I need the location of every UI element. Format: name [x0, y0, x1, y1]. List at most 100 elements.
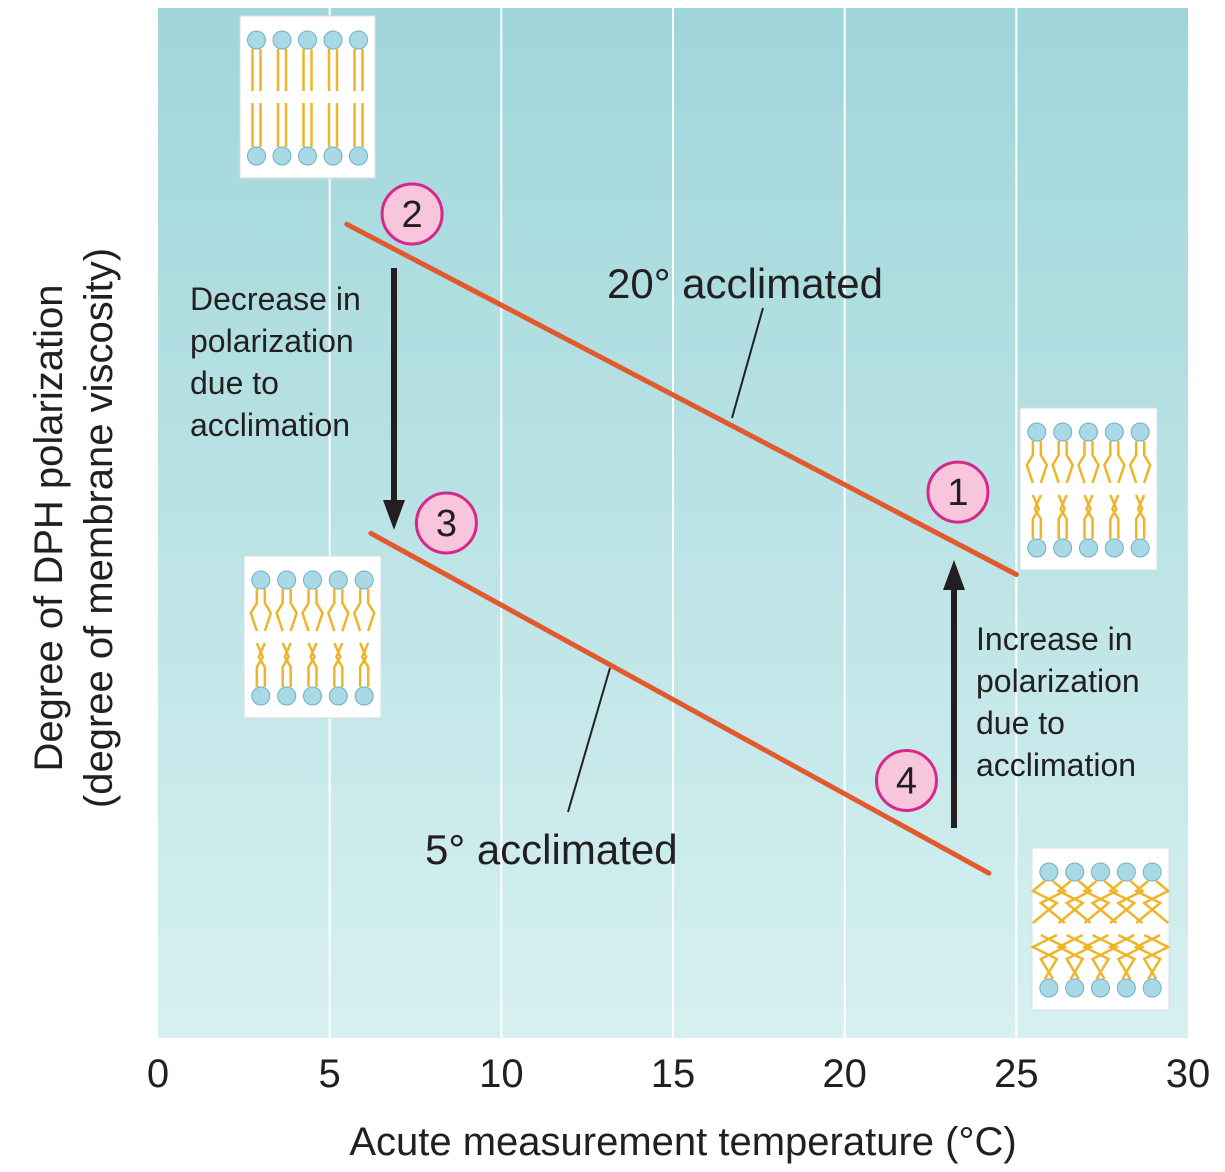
y-axis-title-line-1: Degree of DPH polarization — [27, 285, 71, 772]
x-tick-label-15: 15 — [651, 1052, 696, 1096]
lipid-tail — [301, 589, 310, 632]
partly-fluid-membrane-icon — [243, 555, 382, 719]
decrease-note-line-2: polarization — [190, 323, 354, 359]
lipid-tail — [1055, 933, 1085, 980]
lipid-head — [1039, 862, 1059, 882]
lipid-head — [251, 570, 271, 590]
lipid-tail — [1051, 441, 1060, 484]
lipid-tail — [1133, 880, 1163, 924]
lipid-tail — [1085, 494, 1094, 539]
lipid-head — [1079, 538, 1098, 558]
lipid-tail — [326, 589, 336, 632]
lipid-tail — [1108, 880, 1137, 924]
lipid-tail — [1107, 933, 1137, 980]
series-label-5-acclimated: 5° acclimated — [425, 826, 678, 873]
lipid-head — [251, 686, 271, 706]
lipid-head — [298, 30, 317, 50]
lipid-head — [1104, 538, 1124, 558]
lipid-tail — [1081, 933, 1111, 980]
decrease-note-line-1: Decrease in — [190, 281, 361, 317]
leader-line-5 — [567, 667, 611, 813]
lipid-tail — [1128, 441, 1138, 484]
ordered-membrane-icon — [239, 15, 376, 179]
x-tick-label-5: 5 — [319, 1052, 341, 1096]
lipid-head — [1065, 978, 1085, 998]
lipid-tail — [1133, 933, 1162, 980]
decrease-note: Decrease in polarization due to acclimat… — [190, 281, 361, 443]
increase-note: Increase in polarization due to acclimat… — [976, 621, 1140, 783]
series-label-20-acclimated: 20° acclimated — [607, 260, 883, 307]
lipid-head — [328, 570, 348, 590]
lipid-head — [277, 686, 297, 706]
lipid-tail — [1038, 880, 1068, 924]
lipid-tail — [1056, 880, 1085, 924]
lipid-head — [1130, 422, 1150, 442]
lipid-tail — [283, 642, 292, 687]
increase-note-line-2: polarization — [976, 663, 1140, 699]
lipid-head — [303, 686, 322, 706]
marker-2: 2 — [380, 182, 444, 246]
marker-circle — [874, 749, 938, 812]
decrease-note-line-4: acclimation — [190, 407, 350, 443]
lipid-head — [1142, 978, 1162, 998]
lipid-tail — [1031, 494, 1041, 539]
marker-circle — [414, 491, 478, 555]
fluid-membrane-icon — [1019, 407, 1158, 571]
lipid-tail — [315, 589, 324, 632]
lipid-tail — [1090, 933, 1120, 980]
decrease-arrow — [383, 268, 405, 530]
lipid-head — [247, 146, 266, 166]
lipid-tail — [249, 589, 259, 632]
lipid-tail — [334, 642, 344, 687]
lipid-head — [1053, 538, 1073, 558]
lipid-head — [1116, 978, 1136, 998]
x-tick-label-25: 25 — [994, 1052, 1039, 1096]
lipid-head — [303, 570, 322, 590]
lipid-tail — [341, 589, 350, 632]
lipid-tail — [366, 589, 376, 632]
lipid-head — [1091, 862, 1110, 882]
lipid-tail — [1142, 441, 1152, 484]
lipid-tail — [358, 642, 368, 687]
lipid-tail — [360, 642, 370, 687]
lipid-head — [1142, 862, 1162, 882]
lipid-head — [323, 30, 343, 50]
lipid-tail — [1102, 441, 1112, 484]
lipid-tail — [1110, 494, 1120, 539]
lipid-tail — [1116, 933, 1146, 980]
lipid-tail — [275, 589, 284, 632]
lipid-head — [277, 570, 297, 590]
lipid-tail — [1090, 880, 1119, 924]
lipid-head — [349, 30, 368, 50]
lipid-tail — [1057, 494, 1067, 539]
lipid-tail — [255, 642, 265, 687]
marker-4: 4 — [874, 749, 938, 812]
marker-circle — [380, 182, 444, 246]
lipid-head — [354, 570, 374, 590]
lipid-tail — [1025, 441, 1035, 484]
lipid-tail — [1141, 880, 1171, 924]
lipid-tail — [281, 642, 291, 687]
lipid-head — [1104, 422, 1124, 442]
x-tick-label-10: 10 — [479, 1052, 524, 1096]
marker-1: 1 — [926, 460, 990, 524]
lipid-head — [1116, 862, 1136, 882]
marker-number: 2 — [401, 194, 422, 236]
marker-circle — [926, 460, 990, 524]
x-tick-label-30: 30 — [1166, 1052, 1211, 1096]
lipid-head — [1065, 862, 1085, 882]
x-tick-labels: 0 5 10 15 20 25 30 — [147, 1052, 1210, 1096]
lipid-tail — [1134, 494, 1144, 539]
lipid-tail — [333, 642, 342, 687]
lipid-head — [323, 146, 343, 166]
lipid-tail — [1030, 933, 1059, 980]
lipid-tail — [1033, 494, 1043, 539]
lipid-tail — [1065, 441, 1075, 484]
lipid-tail — [309, 642, 318, 687]
series-line-20-acclimated — [344, 221, 1019, 577]
lipid-head — [272, 146, 292, 166]
lipid-tail — [1083, 494, 1092, 539]
lipid-head — [1039, 978, 1059, 998]
increase-note-line-3: due to — [976, 705, 1065, 741]
lipid-tail — [1039, 933, 1068, 980]
